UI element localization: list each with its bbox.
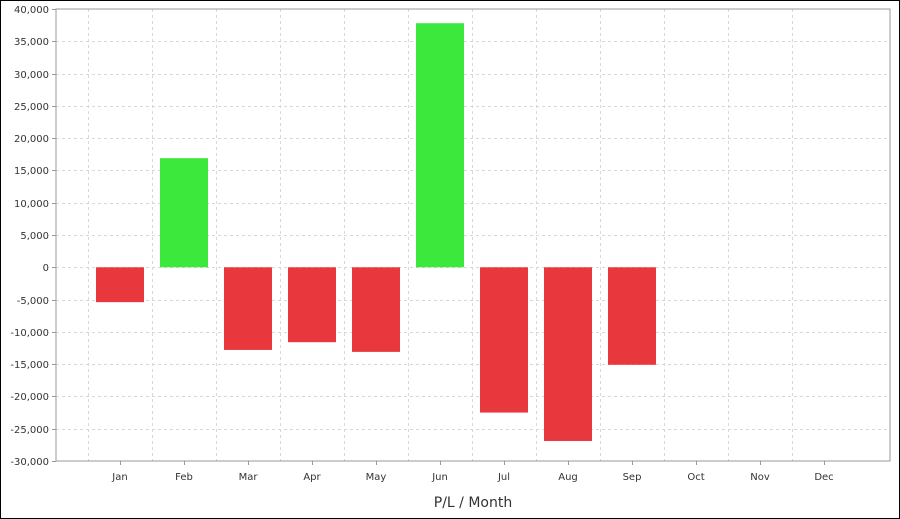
y-tick-label: 40,000 — [14, 5, 49, 16]
y-tick-label: 15,000 — [14, 166, 49, 177]
y-tick-label: 35,000 — [14, 37, 49, 48]
y-tick-label: -30,000 — [10, 457, 49, 468]
x-tick-label: Jan — [111, 472, 127, 483]
x-tick-label: May — [366, 472, 387, 483]
x-tick-label: Apr — [303, 472, 321, 483]
x-tick-label: Nov — [750, 472, 770, 483]
bars-layer — [96, 23, 656, 441]
x-tick-label: Feb — [175, 472, 193, 483]
x-tick-label: Dec — [814, 472, 833, 483]
axes-layer — [52, 8, 891, 465]
y-tick-label: -20,000 — [10, 392, 49, 403]
x-tick-label: Oct — [687, 472, 704, 483]
x-tick-label: Jun — [431, 472, 448, 483]
bar-jul — [480, 267, 528, 413]
y-tick-label: -15,000 — [10, 360, 49, 371]
y-tick-label: 25,000 — [14, 102, 49, 113]
bar-feb — [160, 158, 208, 268]
y-tick-label: -10,000 — [10, 328, 49, 339]
y-tick-label: 10,000 — [14, 199, 49, 210]
bar-may — [352, 267, 400, 352]
x-tick-label: Aug — [558, 472, 578, 483]
bar-jun — [416, 23, 464, 268]
x-tick-label: Mar — [239, 472, 259, 483]
bar-sep — [608, 267, 656, 365]
y-tick-label: 20,000 — [14, 134, 49, 145]
x-axis-title: P/L / Month — [434, 495, 512, 511]
y-tick-label: 30,000 — [14, 70, 49, 81]
y-tick-label: 0 — [43, 263, 49, 274]
y-tick-label: 5,000 — [20, 231, 49, 242]
labels-layer: 40,000 35,000 30,000 25,000 20,000 15,000 10,0… — [10, 5, 833, 483]
bar-mar — [224, 267, 272, 350]
x-tick-label: Jul — [497, 472, 510, 483]
x-tick-label: Sep — [623, 472, 642, 483]
bar-jan — [96, 267, 144, 303]
bar-apr — [288, 267, 336, 343]
y-tick-label: -25,000 — [10, 425, 49, 436]
y-tick-label: -5,000 — [17, 296, 49, 307]
bar-aug — [544, 267, 592, 441]
